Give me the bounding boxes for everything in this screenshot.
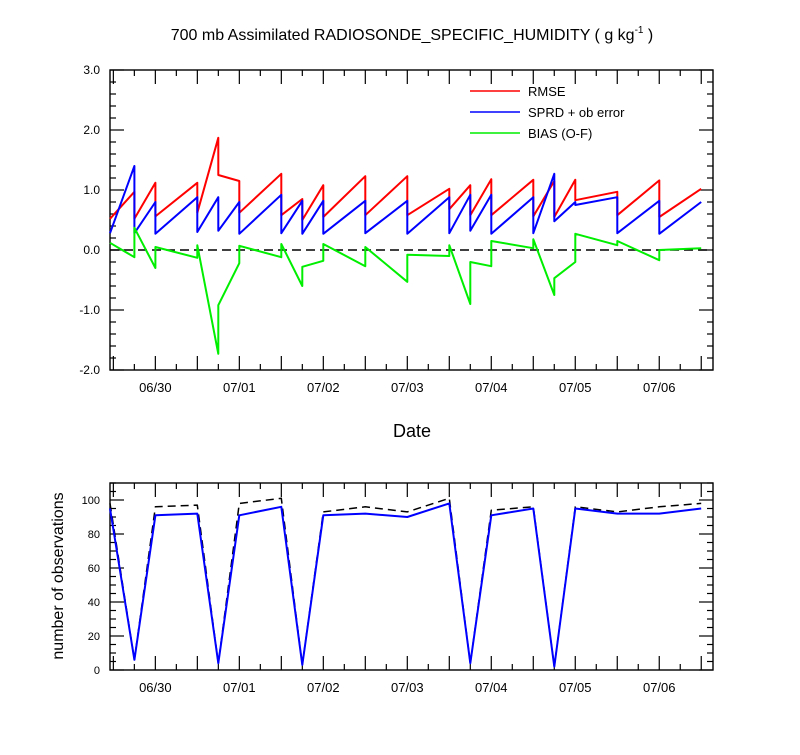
top-series-sprd-ob-error <box>109 165 702 235</box>
chart-title-main: 700 mb Assimilated RADIOSONDE_SPECIFIC_H… <box>171 27 635 44</box>
top-x-tick-label: 07/03 <box>391 380 424 395</box>
top-y-tick-label: 3.0 <box>83 63 100 77</box>
bottom-y-tick-label: 0 <box>94 665 100 677</box>
bottom-x-tick-label: 07/04 <box>475 680 508 695</box>
top-x-axis-label: Date <box>393 421 431 441</box>
top-y-tick-label: -2.0 <box>79 363 100 377</box>
top-plot: 06/30 07/01 07/02 07/03 07/04 07/05 07/06 3.0 2.… <box>79 63 714 395</box>
chart-title-end: ) <box>643 27 653 44</box>
top-plot-frame <box>109 69 714 371</box>
bottom-series-assimilated <box>109 502 702 668</box>
top-y-tick-label: 2.0 <box>83 123 100 137</box>
top-y-tick-label: -1.0 <box>79 303 100 317</box>
top-y-tick-label: 1.0 <box>83 183 100 197</box>
bottom-x-tick-label: 07/03 <box>391 680 424 695</box>
top-x-tick-label: 07/06 <box>643 380 676 395</box>
bottom-x-tick-label: 07/05 <box>559 680 592 695</box>
bottom-y-tick-label: 20 <box>88 631 100 643</box>
bottom-x-tick-label: 06/30 <box>139 680 172 695</box>
bottom-y-tick-label: 100 <box>82 495 100 507</box>
bottom-x-tick-label: 07/06 <box>643 680 676 695</box>
top-x-tick-label: 07/05 <box>559 380 592 395</box>
legend-label-bias-o-f: BIAS (O-F) <box>528 126 592 141</box>
bottom-y-tick-label: 80 <box>88 529 100 541</box>
top-series-rmse <box>109 136 702 221</box>
chart-title: 700 mb Assimilated RADIOSONDE_SPECIFIC_H… <box>171 25 654 44</box>
legend-label-rmse: RMSE <box>528 84 566 99</box>
top-x-tick-label: 07/02 <box>307 380 340 395</box>
chart-title-exponent: -1 <box>635 25 644 36</box>
top-x-tick-label: 06/30 <box>139 380 172 395</box>
bottom-y-axis-label: number of observations <box>50 492 67 659</box>
legend-label-sprd-ob-error: SPRD + ob error <box>528 105 625 120</box>
top-x-tick-label: 07/04 <box>475 380 508 395</box>
bottom-x-tick-label: 07/01 <box>223 680 256 695</box>
top-y-tick-label: 0.0 <box>83 243 100 257</box>
bottom-y-tick-label: 40 <box>88 597 100 609</box>
bottom-plot: 06/30 07/01 07/02 07/03 07/04 07/05 07/06 0 20 40… <box>82 482 714 695</box>
top-x-tick-label: 07/01 <box>223 380 256 395</box>
bottom-y-tick-label: 60 <box>88 563 100 575</box>
top-series-bias-o-f <box>109 226 702 355</box>
bottom-x-tick-label: 07/02 <box>307 680 340 695</box>
